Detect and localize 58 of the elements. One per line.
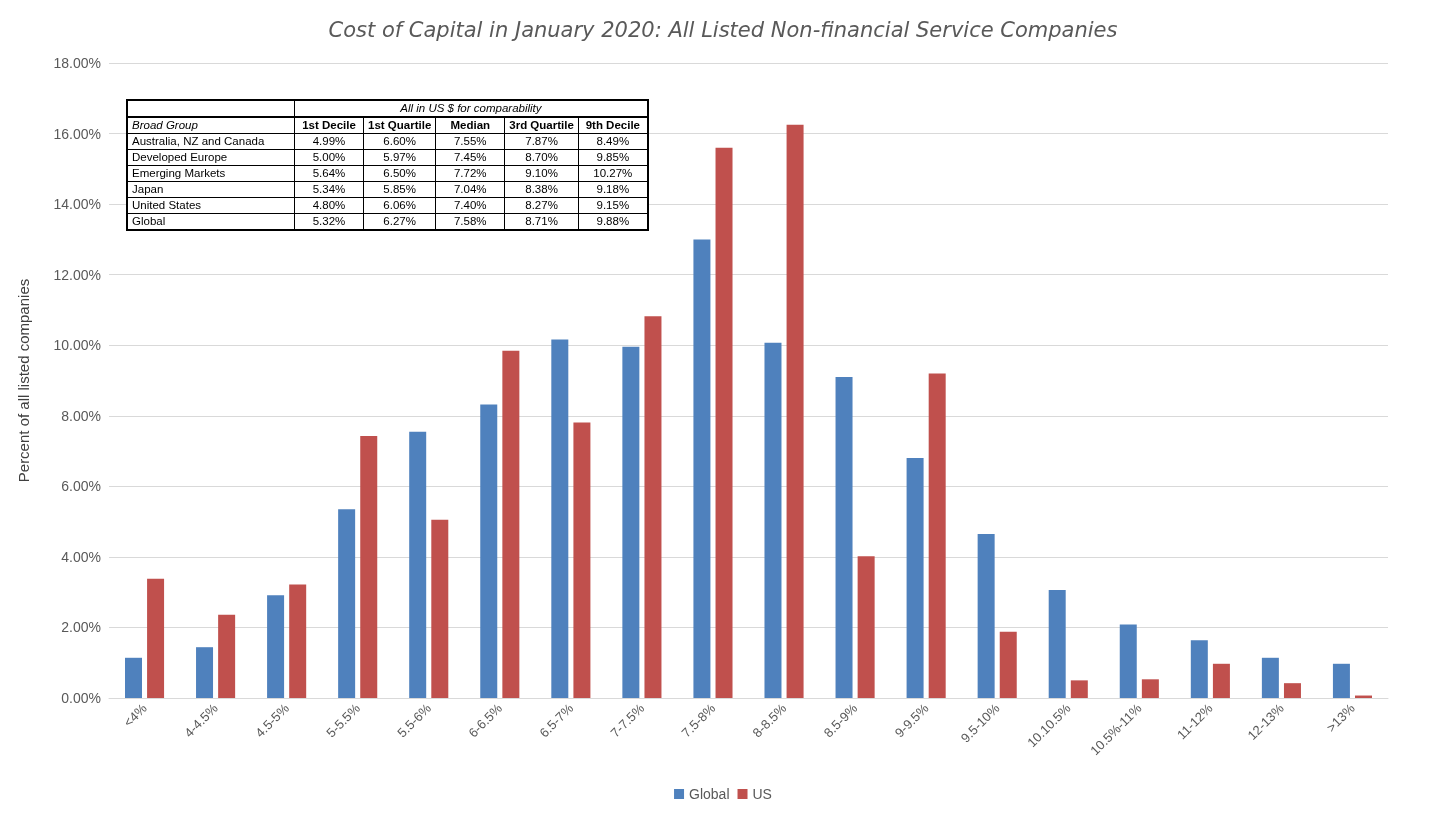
annotation: 9.18%	[578, 181, 648, 198]
annotation: 6.06%	[363, 197, 436, 214]
annotation: 5.64%	[294, 165, 364, 182]
annotation: United States	[127, 197, 295, 214]
annotation: Broad Group	[127, 117, 295, 134]
x-tick-label: <4%	[120, 700, 151, 730]
y-tick-label: 0.00%	[61, 690, 101, 706]
annotation: 9th Decile	[578, 117, 648, 134]
chart-title: Cost of Capital in January 2020: All Listed Non-financial Service Companies	[328, 17, 1118, 42]
annotation: 4.99%	[294, 133, 364, 150]
annotation: Median	[435, 117, 505, 134]
annotation: Developed Europe	[127, 149, 295, 166]
annotation: Japan	[127, 181, 295, 198]
annotation: 4.80%	[294, 197, 364, 214]
annotation: 9.88%	[578, 213, 648, 230]
annotation: 9.85%	[578, 149, 648, 166]
annotation: 1st Quartile	[363, 117, 436, 134]
annotation: 7.45%	[435, 149, 505, 166]
annotation: 7.58%	[435, 213, 505, 230]
annotation: Emerging Markets	[127, 165, 295, 182]
annotation: 8.38%	[504, 181, 579, 198]
annotation: Australia, NZ and Canada	[127, 133, 295, 150]
y-tick-label: 6.00%	[61, 478, 101, 495]
annotation: 9.10%	[504, 165, 579, 182]
annotation: 7.87%	[504, 133, 579, 150]
y-axis-title: Percent of all listed companies	[15, 278, 32, 483]
legend-label: Global	[689, 786, 730, 802]
y-tick-label: 16.00%	[53, 125, 101, 142]
legend-label: US	[752, 786, 772, 802]
annotation: 6.27%	[363, 213, 436, 230]
y-tick-label: 12.00%	[53, 266, 101, 283]
annotation: 7.40%	[435, 197, 505, 214]
annotation: 8.27%	[504, 197, 579, 214]
annotation: 5.85%	[363, 181, 436, 198]
annotation: 5.32%	[294, 213, 364, 230]
y-tick-label: 2.00%	[61, 619, 101, 636]
annotation: 10.27%	[578, 165, 648, 182]
annotation: 6.60%	[363, 133, 436, 150]
y-tick-label: 8.00%	[61, 407, 101, 424]
annotation: 5.34%	[294, 181, 364, 198]
annotation: 5.97%	[363, 149, 436, 166]
annotation: 7.72%	[435, 165, 505, 182]
annotation: 1st Decile	[294, 117, 364, 134]
y-tick-label: 4.00%	[61, 548, 101, 565]
y-tick-label: 14.00%	[53, 196, 101, 213]
annotation: 5.00%	[294, 149, 364, 166]
annotation: 3rd Quartile	[504, 117, 579, 134]
y-tick-label: 10.00%	[53, 337, 101, 354]
y-tick-label: 18.00%	[53, 55, 101, 71]
annotation: Global	[127, 213, 295, 230]
annotation: 9.15%	[578, 197, 648, 214]
annotation: 7.04%	[435, 181, 505, 198]
annotation: 7.55%	[435, 133, 505, 150]
annotation: 8.49%	[578, 133, 648, 150]
annotation: 8.71%	[504, 213, 579, 230]
annotation: All in US $ for comparability	[294, 100, 648, 117]
annotation: 6.50%	[363, 165, 436, 182]
annotation: 8.70%	[504, 149, 579, 166]
